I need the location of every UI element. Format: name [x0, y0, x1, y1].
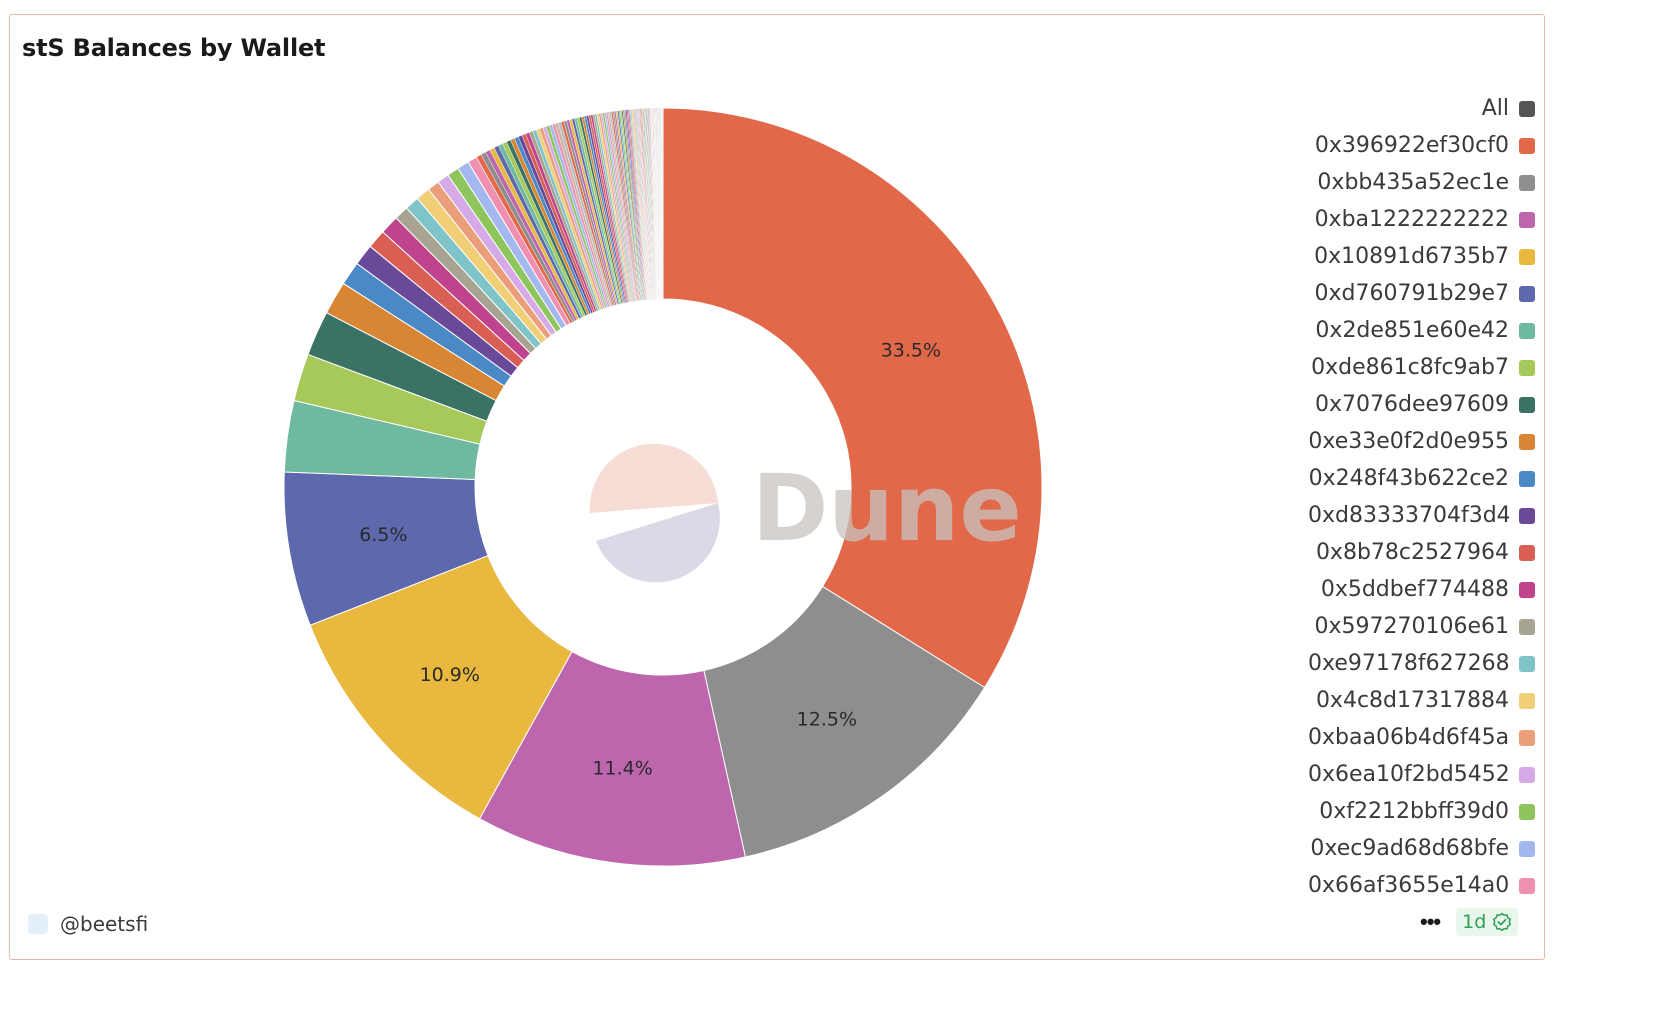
slice-percent-label: 10.9% — [420, 664, 480, 686]
dune-watermark: Dune — [589, 443, 1022, 583]
legend-item[interactable]: 0x7076dee97609 — [1290, 386, 1535, 423]
freshness-badge[interactable]: 1d — [1456, 908, 1519, 936]
watermark-text: Dune — [752, 455, 1022, 562]
legend-label: 0xe33e0f2d0e955 — [1308, 429, 1509, 454]
legend-item[interactable]: 0x597270106e61 — [1290, 608, 1535, 645]
legend-label: 0xd83333704f3d4 — [1308, 503, 1509, 528]
legend-swatch — [1519, 877, 1535, 894]
slice-percent-label: 6.5% — [359, 524, 407, 546]
watermark-logo-top — [589, 443, 718, 513]
legend-label: 0x597270106e61 — [1314, 614, 1509, 639]
legend-label: 0x396922ef30cf0 — [1314, 133, 1509, 158]
legend-swatch — [1519, 618, 1535, 635]
legend-swatch — [1519, 322, 1535, 339]
legend-label: 0x66af3655e14a0 — [1308, 873, 1509, 898]
more-options-button[interactable]: ••• — [1420, 909, 1441, 934]
legend-swatch — [1519, 655, 1535, 672]
legend-label: 0xbb435a52ec1e — [1317, 170, 1509, 195]
legend-swatch — [1519, 100, 1535, 117]
legend-label: 0x248f43b622ce2 — [1308, 466, 1509, 491]
legend-swatch — [1519, 248, 1535, 265]
legend-item[interactable]: 0xe97178f627268 — [1290, 645, 1535, 682]
legend-item[interactable]: 0xde861c8fc9ab7 — [1290, 349, 1535, 386]
legend-label: 0xd760791b29e7 — [1314, 281, 1509, 306]
legend-label: 0xde861c8fc9ab7 — [1311, 355, 1509, 380]
chart-title: stS Balances by Wallet — [22, 34, 326, 62]
slice-percent-label: 12.5% — [797, 708, 857, 730]
slice-percent-label: 33.5% — [881, 339, 941, 361]
legend-swatch — [1519, 396, 1535, 413]
author-name: @beetsfi — [60, 912, 149, 936]
freshness-label: 1d — [1462, 911, 1487, 933]
legend-swatch — [1519, 285, 1535, 302]
legend-label: 0x10891d6735b7 — [1314, 244, 1509, 269]
legend-swatch — [1519, 803, 1535, 820]
legend-swatch — [1519, 581, 1535, 598]
legend-label: 0x2de851e60e42 — [1315, 318, 1509, 343]
chart-legend: All 0x396922ef30cf0 0xbb435a52ec1e 0xba1222… — [1290, 90, 1535, 904]
legend-item[interactable]: 0x66af3655e14a0 — [1290, 867, 1535, 904]
legend-swatch — [1519, 174, 1535, 191]
legend-item[interactable]: 0x10891d6735b7 — [1290, 238, 1535, 275]
legend-swatch — [1519, 507, 1535, 524]
legend-swatch — [1519, 211, 1535, 228]
pie-slice[interactable] — [662, 107, 1043, 689]
legend-swatch — [1519, 766, 1535, 783]
legend-label: 0x5ddbef774488 — [1320, 577, 1509, 602]
legend-label: 0xf2212bbff39d0 — [1319, 799, 1509, 824]
legend-label: 0x8b78c2527964 — [1315, 540, 1509, 565]
legend-label: All — [1481, 96, 1509, 121]
legend-label: 0xec9ad68d68bfe — [1310, 836, 1509, 861]
legend-item[interactable]: 0xd83333704f3d4 — [1290, 497, 1535, 534]
legend-swatch — [1519, 359, 1535, 376]
legend-item[interactable]: 0xbaa06b4d6f45a — [1290, 719, 1535, 756]
slices-group — [283, 107, 1043, 867]
legend-item[interactable]: 0xba1222222222 — [1290, 201, 1535, 238]
slice-labels-group: 33.5% 12.5% 11.4% 10.9% 6.5% — [359, 339, 941, 779]
legend-item[interactable]: 0xf2212bbff39d0 — [1290, 793, 1535, 830]
legend-item[interactable]: 0x4c8d17317884 — [1290, 682, 1535, 719]
legend-swatch — [1519, 544, 1535, 561]
legend-label: 0xba1222222222 — [1314, 207, 1509, 232]
check-badge-icon — [1493, 912, 1512, 932]
legend-label: 0xe97178f627268 — [1308, 651, 1509, 676]
legend-item[interactable]: 0xbb435a52ec1e — [1290, 164, 1535, 201]
legend-swatch — [1519, 692, 1535, 709]
legend-item[interactable]: All — [1290, 90, 1535, 127]
legend-item[interactable]: 0xd760791b29e7 — [1290, 275, 1535, 312]
footer-actions: ••• 1d — [1420, 908, 1519, 936]
slice-percent-label: 11.4% — [592, 758, 652, 780]
legend-item[interactable]: 0xec9ad68d68bfe — [1290, 830, 1535, 867]
legend-item[interactable]: 0xe33e0f2d0e955 — [1290, 423, 1535, 460]
legend-label: 0x7076dee97609 — [1314, 392, 1509, 417]
watermark-logo-bottom — [596, 503, 720, 583]
legend-item[interactable]: 0x5ddbef774488 — [1290, 571, 1535, 608]
legend-swatch — [1519, 433, 1535, 450]
legend-label: 0x4c8d17317884 — [1315, 688, 1509, 713]
legend-swatch — [1519, 729, 1535, 746]
legend-label: 0x6ea10f2bd5452 — [1308, 762, 1509, 787]
legend-item[interactable]: 0x6ea10f2bd5452 — [1290, 756, 1535, 793]
legend-item[interactable]: 0x248f43b622ce2 — [1290, 460, 1535, 497]
author-info[interactable]: @beetsfi — [28, 912, 148, 936]
pie-slice[interactable] — [478, 650, 747, 867]
legend-item[interactable]: 0x2de851e60e42 — [1290, 312, 1535, 349]
legend-swatch — [1519, 470, 1535, 487]
author-avatar-icon — [28, 914, 48, 934]
legend-item[interactable]: 0x396922ef30cf0 — [1290, 127, 1535, 164]
legend-swatch — [1519, 840, 1535, 857]
pie-slice[interactable] — [309, 554, 573, 820]
legend-label: 0xbaa06b4d6f45a — [1308, 725, 1509, 750]
legend-swatch — [1519, 137, 1535, 154]
pie-slice[interactable] — [703, 585, 986, 858]
legend-item[interactable]: 0x8b78c2527964 — [1290, 534, 1535, 571]
